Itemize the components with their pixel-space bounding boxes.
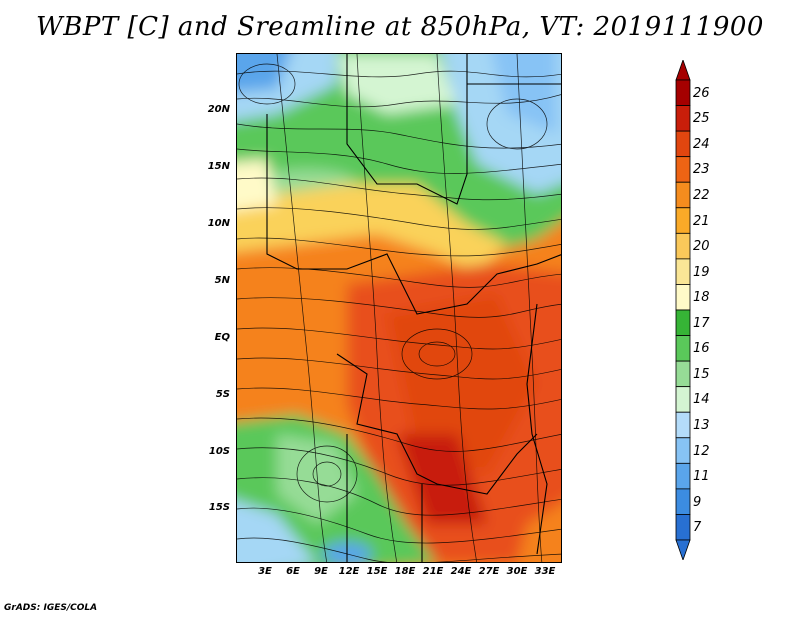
colorbar-label: 14 xyxy=(693,392,710,408)
colorbar-label: 18 xyxy=(693,290,710,306)
colorbar-swatch xyxy=(675,488,691,515)
colorbar-swatch xyxy=(675,360,691,388)
colorbar-label: 13 xyxy=(693,418,710,433)
colorbar-label: 7 xyxy=(693,520,702,536)
colorbar-swatch xyxy=(675,462,691,490)
colorbar-label: 26 xyxy=(693,85,710,101)
lon-label-15e: 15E xyxy=(366,566,388,577)
lat-label-15s: 15S xyxy=(208,502,230,513)
colorbar-label: 9 xyxy=(693,494,702,510)
lat-label-20n: 20N xyxy=(207,104,230,115)
colorbar-swatch xyxy=(675,335,691,362)
colorbar-swatch xyxy=(675,181,691,209)
lon-label-24e: 24E xyxy=(450,566,472,577)
lon-label-21e: 21E xyxy=(422,566,444,577)
colorbar-swatch xyxy=(675,284,691,311)
colorbar-label: 19 xyxy=(693,264,710,280)
colorbar-label: 20 xyxy=(693,239,710,255)
lon-label-30e: 30E xyxy=(506,566,528,577)
lat-label-10n: 10N xyxy=(207,218,230,229)
colorbar-label: 23 xyxy=(693,162,710,178)
lon-label-33e: 33E xyxy=(534,566,556,577)
lat-label-10s: 10S xyxy=(208,446,230,457)
colorbar-swatch xyxy=(675,79,691,106)
colorbar-label: 11 xyxy=(693,469,710,485)
colorbar xyxy=(675,60,691,560)
lat-label-5s: 5S xyxy=(215,389,230,400)
colorbar-swatch xyxy=(675,437,691,464)
colorbar-label: 12 xyxy=(693,443,710,459)
colorbar-swatch xyxy=(675,309,691,336)
colorbar-label: 24 xyxy=(693,136,710,152)
lon-label-3e: 3E xyxy=(258,566,272,577)
colorbar-swatch xyxy=(675,156,691,183)
colorbar-swatch xyxy=(675,411,691,439)
colorbar-label: 22 xyxy=(693,188,710,203)
map-title: WBPT [C] and Sreamline at 850hPa, VT: 20… xyxy=(36,12,764,42)
colorbar-swatch xyxy=(675,258,691,285)
colorbar-swatch xyxy=(675,514,691,541)
lat-label-15n: 15N xyxy=(207,161,230,172)
colorbar-swatch xyxy=(675,386,691,413)
colorbar-label: 25 xyxy=(693,111,710,127)
colorbar-label: 17 xyxy=(693,315,710,331)
lon-label-9e: 9E xyxy=(314,566,328,577)
colorbar-label: 15 xyxy=(693,366,710,382)
lon-label-18e: 18E xyxy=(394,566,416,577)
lon-label-27e: 27E xyxy=(478,566,500,577)
lon-label-12e: 12E xyxy=(338,566,360,577)
colorbar-top-arrow xyxy=(675,60,691,81)
colorbar-swatch xyxy=(675,232,691,260)
colorbar-swatch xyxy=(675,105,691,132)
colorbar-label: 16 xyxy=(693,341,710,357)
lon-label-6e: 6E xyxy=(286,566,300,577)
weather-map xyxy=(236,53,562,563)
lat-label-5n: 5N xyxy=(214,275,230,286)
lat-label-eq: EQ xyxy=(214,332,230,343)
colorbar-swatch xyxy=(675,207,691,234)
footer-credit: GrADS: IGES/COLA xyxy=(4,603,98,613)
colorbar-bottom-arrow xyxy=(675,539,691,560)
colorbar-swatch xyxy=(675,130,691,158)
colorbar-label: 21 xyxy=(693,213,710,229)
wbpt-field xyxy=(237,54,561,562)
